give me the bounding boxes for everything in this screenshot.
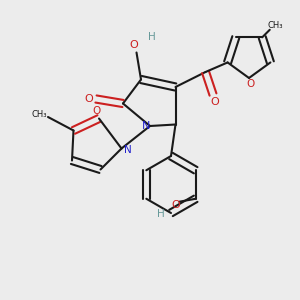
- Text: O: O: [246, 79, 255, 89]
- Text: CH₃: CH₃: [268, 21, 283, 30]
- Text: O: O: [92, 106, 101, 116]
- Text: O: O: [172, 200, 181, 210]
- Text: N: N: [124, 145, 132, 155]
- Text: O: O: [210, 97, 219, 107]
- Text: CH₃: CH₃: [31, 110, 47, 118]
- Text: H: H: [157, 209, 165, 219]
- Text: O: O: [129, 40, 138, 50]
- Text: O: O: [84, 94, 93, 104]
- Text: N: N: [142, 121, 151, 131]
- Text: H: H: [148, 32, 155, 43]
